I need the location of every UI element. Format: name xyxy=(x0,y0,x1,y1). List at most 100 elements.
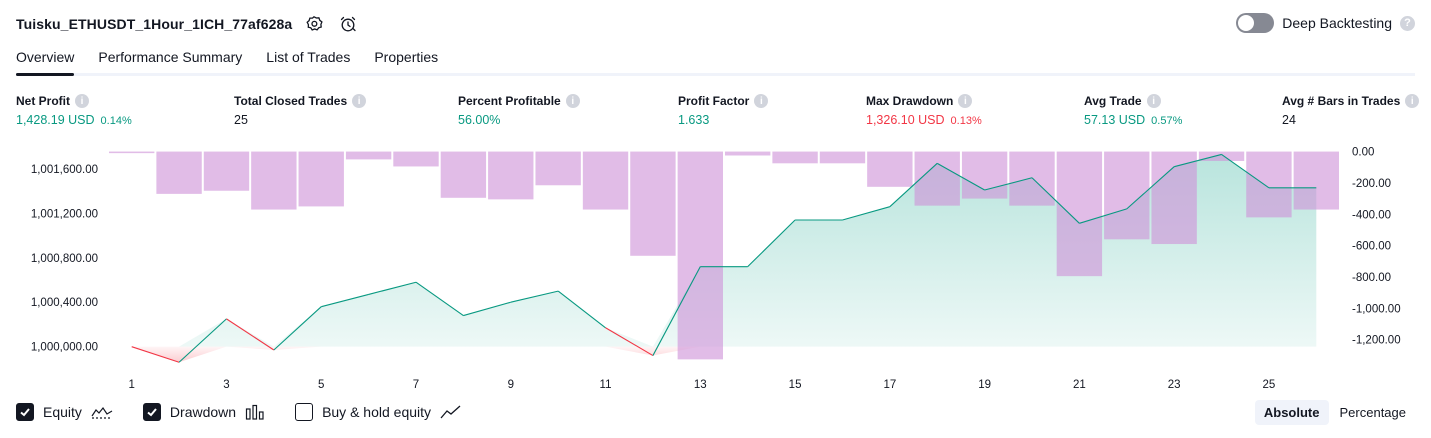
drawdown-bar xyxy=(156,151,202,194)
percentage-button[interactable]: Percentage xyxy=(1339,405,1407,420)
drawdown-bars xyxy=(109,151,1339,360)
stat-percent: 0.13% xyxy=(950,115,982,127)
stat-label: Net Profit xyxy=(16,94,70,108)
equity-segment xyxy=(652,266,701,356)
stat-value: 56.00% xyxy=(458,113,501,127)
x-tick-label: 17 xyxy=(883,379,896,391)
info-icon[interactable]: i xyxy=(754,94,769,108)
stat-label: Avg Trade xyxy=(1084,94,1142,108)
tab-performance-summary[interactable]: Performance Summary xyxy=(98,49,243,65)
drawdown-bar xyxy=(677,151,723,360)
legend-drawdown[interactable]: Drawdown xyxy=(142,403,265,421)
tab-list-of-trades[interactable]: List of Trades xyxy=(266,49,351,65)
drawdown-bar xyxy=(1151,151,1197,245)
drawdown-bar xyxy=(819,151,866,164)
drawdown-label: Drawdown xyxy=(169,404,237,420)
stat-net-profit: Net Profit i 1,428.19 USD 0.14% xyxy=(16,92,132,127)
strategy-title: Tuisku_ETHUSDT_1Hour_1ICH_77af628a xyxy=(16,16,293,32)
left-tick-label: 1,001,200.00 xyxy=(31,208,98,220)
equity-segment xyxy=(984,177,1033,191)
drawdown-checkbox[interactable] xyxy=(142,403,161,421)
stat-label: Avg # Bars in Trades xyxy=(1282,94,1401,108)
stat-total-closed-trades: Total Closed Trades i 25 xyxy=(234,92,367,127)
deep-backtesting: Deep Backtesting ? xyxy=(1236,13,1415,33)
alarm-clock-icon[interactable] xyxy=(336,12,360,36)
legend-equity[interactable]: Equity xyxy=(16,403,113,421)
right-tick-label: -1,000.00 xyxy=(1352,303,1401,315)
equity-segment xyxy=(463,301,511,317)
equity-segment xyxy=(1126,166,1175,210)
buy-hold-checkbox[interactable] xyxy=(295,403,314,421)
drawdown-bar xyxy=(440,151,487,198)
strategy-header: Tuisku_ETHUSDT_1Hour_1ICH_77af628a xyxy=(16,12,360,36)
x-tick-label: 1 xyxy=(128,379,134,391)
equity-segment xyxy=(747,219,796,268)
equity-segment xyxy=(226,318,275,351)
equity-segment xyxy=(273,306,322,351)
x-tick-label: 19 xyxy=(978,379,991,391)
equity-segment xyxy=(605,327,654,357)
equity-segment xyxy=(368,281,417,295)
stats-row: Net Profit i 1,428.19 USD 0.14% Total Clos… xyxy=(0,92,1431,132)
x-tick-label: 5 xyxy=(318,379,324,391)
equity-line xyxy=(131,153,1317,363)
info-icon[interactable]: i xyxy=(958,94,973,108)
stat-value: 1,326.10 USD xyxy=(866,113,945,127)
tab-overview[interactable]: Overview xyxy=(16,44,75,76)
equity-segment xyxy=(1031,177,1080,224)
stat-percent: 0.57% xyxy=(1151,115,1183,127)
drawdown-bar xyxy=(535,151,581,186)
stat-percent-profitable: Percent Profitable i 56.00% xyxy=(458,92,580,127)
x-tick-label: 11 xyxy=(600,379,612,391)
equity-segment xyxy=(178,318,227,363)
info-icon[interactable]: i xyxy=(1405,94,1420,108)
x-tick-label: 9 xyxy=(508,379,514,391)
drawdown-bar xyxy=(961,151,1008,199)
right-tick-label: 0.00 xyxy=(1352,147,1374,159)
chart-legend: Equity Drawdown Buy & hold equity xyxy=(16,403,492,421)
stat-value: 25 xyxy=(234,113,248,127)
drawdown-bar xyxy=(1056,151,1103,277)
right-tick-label: -400.00 xyxy=(1352,209,1391,221)
x-tick-label: 3 xyxy=(223,379,229,391)
stat-label: Total Closed Trades xyxy=(234,94,348,108)
drawdown-bar xyxy=(109,151,155,154)
deep-backtesting-label: Deep Backtesting xyxy=(1282,15,1392,31)
equity-checkbox[interactable] xyxy=(16,403,34,421)
drawdown-bar xyxy=(630,151,676,256)
info-icon[interactable]: i xyxy=(352,94,367,108)
x-tick-label: 25 xyxy=(1263,379,1276,391)
scale-mode-switch: Absolute Percentage xyxy=(1254,400,1415,425)
stat-avg-bars: Avg # Bars in Trades i 24 xyxy=(1282,92,1420,127)
equity-drawdown-chart[interactable]: 1,001,600.00 1,001,200.00 1,000,800.00 1,00… xyxy=(0,140,1431,395)
drawdown-bar xyxy=(725,151,771,156)
deep-backtesting-toggle[interactable] xyxy=(1236,13,1275,33)
equity-line-icon xyxy=(91,404,113,420)
stat-max-drawdown: Max Drawdown i 1,326.10 USD 0.13% xyxy=(866,92,982,127)
drawdown-bar xyxy=(488,151,534,200)
stat-profit-factor: Profit Factor i 1.633 xyxy=(678,92,769,127)
gear-icon[interactable] xyxy=(302,12,326,36)
stat-value: 57.13 USD xyxy=(1084,113,1146,127)
absolute-button[interactable]: Absolute xyxy=(1254,400,1329,425)
equity-segment xyxy=(1221,153,1270,189)
legend-buy-hold[interactable]: Buy & hold equity xyxy=(295,403,462,421)
left-tick-label: 1,001,600.00 xyxy=(31,164,98,176)
right-tick-label: -800.00 xyxy=(1352,272,1391,284)
buy-hold-label: Buy & hold equity xyxy=(322,404,432,420)
tab-properties[interactable]: Properties xyxy=(374,49,439,65)
info-icon[interactable]: i xyxy=(75,94,89,108)
equity-segment xyxy=(1174,153,1222,168)
left-tick-label: 1,000,000.00 xyxy=(31,342,98,354)
left-axis: 1,001,600.00 1,001,200.00 1,000,800.00 1,00… xyxy=(31,164,98,354)
left-tick-label: 1,000,400.00 xyxy=(31,297,98,309)
info-icon[interactable]: i xyxy=(565,94,580,108)
equity-segment xyxy=(889,162,938,208)
help-icon[interactable]: ? xyxy=(1400,15,1415,31)
tab-bar: Overview Performance Summary List of Tra… xyxy=(16,44,1415,76)
drawdown-bar xyxy=(1293,151,1339,210)
equity-label: Equity xyxy=(43,404,82,420)
buy-hold-line-icon xyxy=(440,404,462,420)
right-tick-label: -600.00 xyxy=(1352,241,1391,253)
info-icon[interactable]: i xyxy=(1146,94,1161,108)
